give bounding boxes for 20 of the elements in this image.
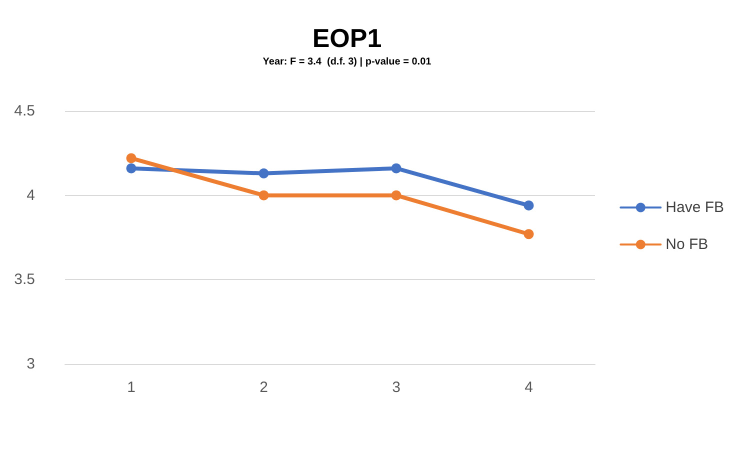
point [126,153,136,164]
y-tick-label: 3.5 [14,271,35,288]
y-tick-label: 3 [26,356,35,372]
point [391,190,402,200]
chart-title: EOP1 [312,23,382,53]
point [524,229,534,240]
y-tick-label: 4 [26,186,35,204]
x-tick-label: 2 [260,379,268,396]
legend-label: Have FB [666,199,724,216]
point [126,163,136,174]
x-tick-label: 4 [524,379,533,396]
y-tick-label: 4.5 [14,102,35,120]
point [258,168,269,178]
legend-label: No FB [666,236,708,253]
chart-subtitle: Year: F = 3.4 (d.f. 3) | p-value = 0.01 [262,56,432,68]
x-tick-label: 1 [127,379,136,396]
x-tick-label: 3 [392,379,400,396]
point [524,200,534,210]
point [258,190,269,200]
point [391,163,402,174]
